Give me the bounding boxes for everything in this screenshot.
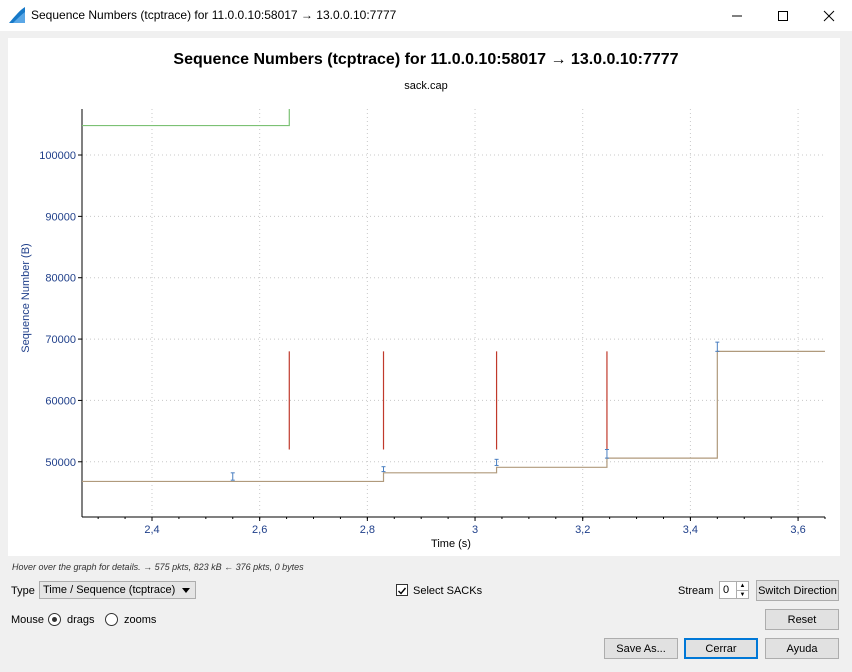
ack-line (82, 350, 825, 483)
window-line (82, 109, 290, 127)
window-title: Sequence Numbers (tcptrace) for 11.0.0.1… (31, 8, 397, 22)
close-icon (823, 10, 835, 21)
y-tick-label: 50000 (45, 457, 76, 469)
close-button[interactable] (806, 0, 852, 31)
maximize-button[interactable] (760, 0, 806, 31)
x-tick-label: 3 (472, 524, 478, 536)
axes: 2,4 2,6 2,8 3 3,2 3,4 3,6 50000 60000 70000 80000 9… (39, 109, 826, 536)
dropdown-arrow-icon (182, 588, 190, 593)
series-layer (82, 109, 825, 483)
x-tick-label: 3,4 (683, 524, 698, 536)
title-bar: Sequence Numbers (tcptrace) for 11.0.0.1… (0, 0, 852, 31)
y-axis-label: Sequence Number (B) (20, 243, 32, 352)
plot-area[interactable]: Sequence Numbers (tcptrace) for 11.0.0.1… (8, 38, 840, 556)
minimize-button[interactable] (714, 0, 760, 31)
close-dialog-button[interactable]: Cerrar (684, 638, 758, 659)
select-sacks-label: Select SACKs (413, 585, 483, 597)
chart-title: Sequence Numbers (tcptrace) for 11.0.0.1… (173, 51, 678, 68)
drags-label: drags (67, 614, 95, 626)
minimize-icon (732, 15, 742, 16)
y-tick-label: 70000 (45, 334, 76, 346)
x-tick-label: 2,6 (252, 524, 267, 536)
save-as-button[interactable]: Save As... (604, 638, 678, 659)
y-tick-label: 90000 (45, 211, 76, 223)
x-tick-label: 3,2 (575, 524, 590, 536)
x-axis-label: Time (s) (431, 538, 471, 550)
x-tick-label: 2,4 (144, 524, 159, 536)
stream-spinbox[interactable]: 0 ▲ ▼ (719, 581, 749, 599)
type-select-value: Time / Sequence (tcptrace) (43, 584, 176, 596)
mouse-label: Mouse (11, 614, 45, 626)
stream-value: 0 (723, 584, 730, 596)
stream-label: Stream (678, 585, 714, 597)
hover-hint: Hover over the graph for details. → 575 … (12, 562, 304, 572)
wireshark-fin-icon (9, 7, 25, 23)
type-select[interactable]: Time / Sequence (tcptrace) (39, 581, 196, 599)
spin-up-icon[interactable]: ▲ (736, 582, 748, 590)
switch-direction-button[interactable]: Switch Direction (756, 580, 839, 601)
x-tick-label: 3,6 (790, 524, 805, 536)
x-tick-label: 2,8 (360, 524, 375, 536)
help-button[interactable]: Ayuda (765, 638, 839, 659)
maximize-icon (778, 10, 788, 21)
y-tick-label: 80000 (45, 273, 76, 285)
checkmark-icon (398, 587, 407, 595)
type-label: Type (11, 585, 35, 597)
chart-subtitle: sack.cap (404, 80, 447, 92)
zooms-label: zooms (124, 614, 157, 626)
y-tick-label: 100000 (39, 150, 76, 162)
drags-radio[interactable] (48, 613, 61, 626)
grid (82, 109, 825, 517)
select-sacks-checkbox[interactable] (396, 584, 408, 596)
y-tick-label: 60000 (45, 395, 76, 407)
sequence-chart[interactable]: Sequence Numbers (tcptrace) for 11.0.0.1… (8, 38, 840, 556)
spin-down-icon[interactable]: ▼ (736, 590, 748, 599)
zooms-radio[interactable] (105, 613, 118, 626)
reset-button[interactable]: Reset (765, 609, 839, 630)
